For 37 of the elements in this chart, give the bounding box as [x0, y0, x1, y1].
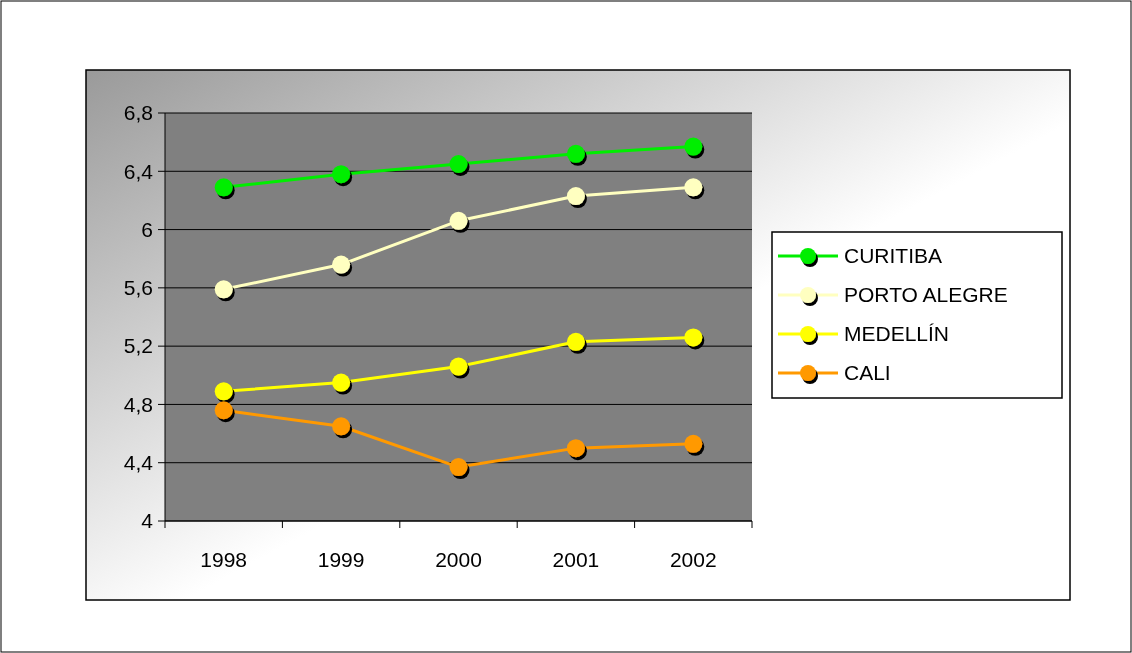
- x-tick-label: 1998: [200, 548, 248, 571]
- y-tick-label: 4,8: [123, 392, 153, 416]
- y-tick-label: 4,4: [123, 451, 154, 475]
- legend-label: CURITIBA: [844, 244, 943, 268]
- point: [449, 155, 468, 173]
- point: [332, 373, 351, 392]
- legend-label: PORTO ALEGRE: [844, 283, 1008, 307]
- point: [566, 439, 585, 458]
- y-tick-label: 6: [141, 217, 153, 241]
- x-tick-label: 1999: [317, 548, 365, 571]
- point: [214, 280, 233, 299]
- point: [332, 417, 351, 436]
- legend-label: MEDELLÍN: [844, 322, 950, 346]
- y-tick-label: 6,4: [123, 159, 154, 183]
- point: [214, 401, 233, 420]
- point: [566, 187, 585, 206]
- x-tick-label: 2002: [669, 548, 717, 571]
- point: [566, 332, 585, 351]
- point: [449, 211, 468, 230]
- legend-label: CALI: [844, 361, 891, 385]
- y-tick-label: 4: [141, 509, 154, 533]
- y-tick-label: 6,8: [123, 101, 153, 125]
- point: [566, 144, 585, 163]
- point: [214, 382, 233, 401]
- point: [684, 137, 703, 156]
- point: [449, 458, 468, 477]
- y-tick-label: 5,2: [123, 334, 153, 358]
- point: [449, 357, 468, 376]
- point: [684, 328, 703, 347]
- point: [684, 434, 703, 453]
- point: [684, 178, 703, 197]
- x-tick-label: 2001: [552, 548, 600, 571]
- point: [214, 178, 233, 197]
- y-tick-label: 5,6: [123, 276, 153, 300]
- x-tick-label: 2000: [435, 548, 482, 571]
- point: [332, 165, 351, 184]
- point: [332, 255, 351, 274]
